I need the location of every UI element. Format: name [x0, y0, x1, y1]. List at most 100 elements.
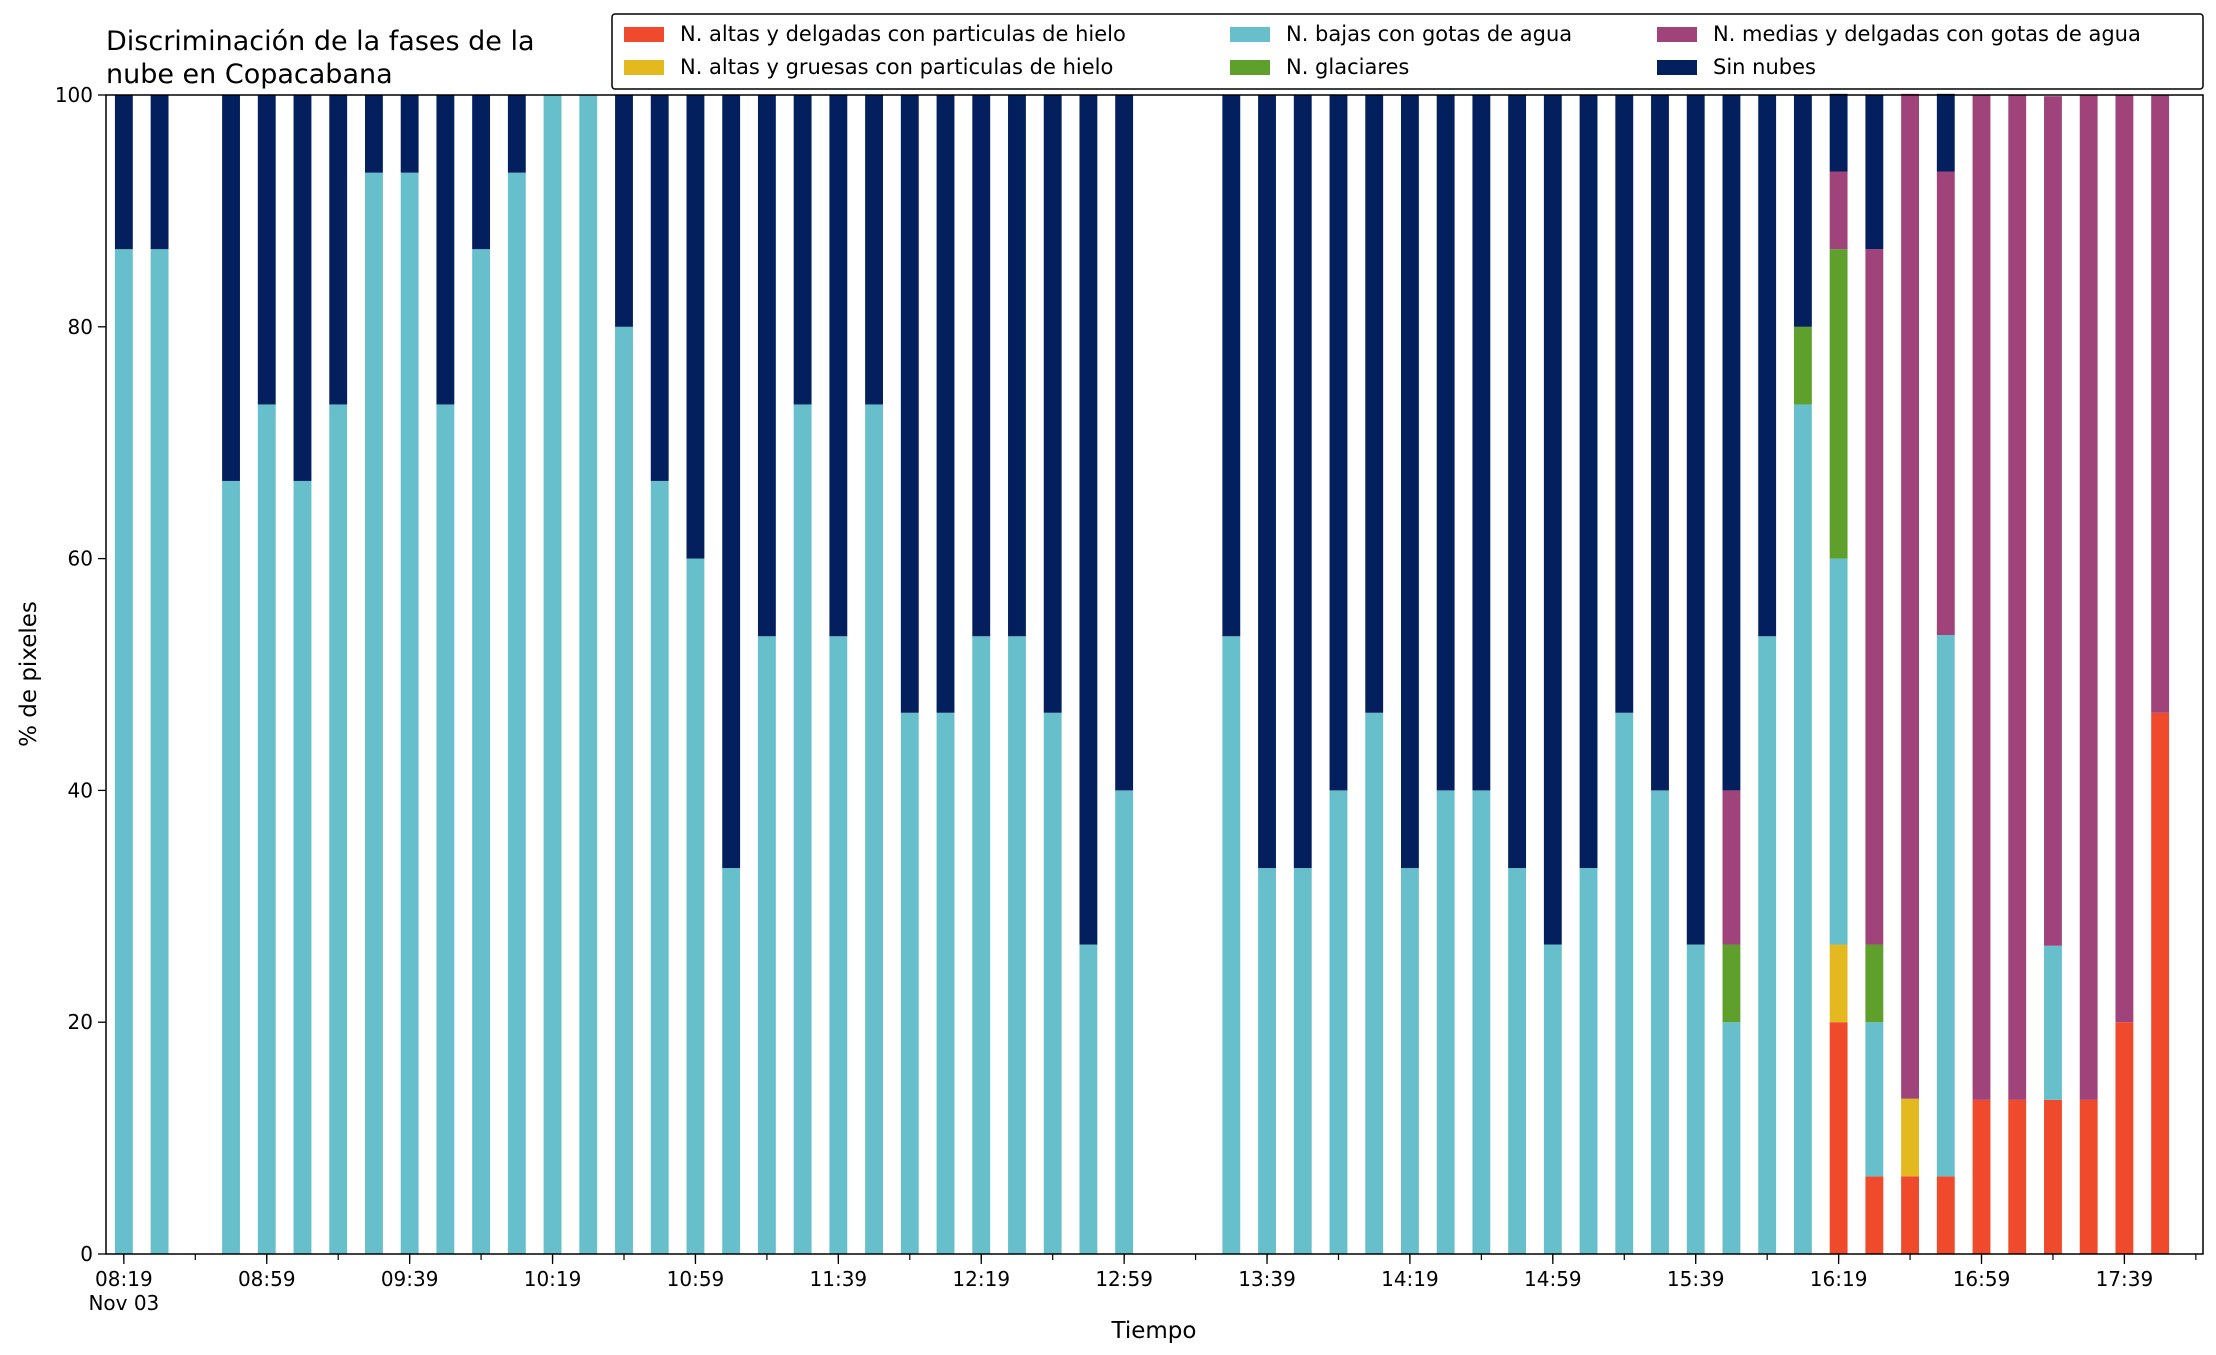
bar-segment — [1901, 1098, 1919, 1177]
x-tick-label: 15:39 — [1667, 1267, 1725, 1291]
bar-segment — [686, 95, 705, 559]
bar-segment — [1865, 944, 1884, 1023]
x-tick-label: 08:59 — [238, 1267, 296, 1291]
bar-segment — [114, 95, 133, 250]
bar-segment — [900, 95, 919, 713]
bar-segment — [1472, 95, 1491, 791]
legend-text: N. altas y gruesas con particulas de hie… — [680, 55, 1113, 79]
bar-segment — [1829, 171, 1848, 250]
legend-swatch — [1230, 60, 1270, 75]
bar-segment — [900, 712, 919, 1254]
bar-segment — [1829, 249, 1848, 559]
bar-segment — [1043, 712, 1062, 1254]
bar-segment — [1829, 93, 1848, 172]
bar-segment — [1758, 95, 1777, 637]
bar-segment — [1901, 1176, 1919, 1254]
x-tick-label: 17:39 — [2096, 1267, 2154, 1291]
y-tick-label: 80 — [68, 315, 93, 339]
bar-segment — [400, 172, 419, 1255]
legend-text: N. glaciares — [1286, 55, 1409, 79]
legend-text: Sin nubes — [1713, 55, 1816, 79]
bar-segment — [1365, 712, 1384, 1254]
bar-segment — [1258, 95, 1276, 869]
bar-segment — [1436, 790, 1455, 1254]
bar-segment — [2008, 1099, 2027, 1254]
bar-segment — [1508, 868, 1527, 1254]
bar-segment — [1793, 95, 1812, 327]
bar-segment — [329, 95, 348, 405]
bar-segment — [793, 95, 812, 405]
x-axis-label: Tiempo — [1111, 1318, 1197, 1344]
bar-segment — [829, 95, 848, 637]
bar-segment — [1579, 868, 1598, 1254]
bar-segment — [1293, 868, 1312, 1254]
x-date-label: Nov 03 — [88, 1291, 159, 1315]
bar-segment — [1936, 1176, 1955, 1254]
bar-segment — [1008, 95, 1026, 637]
bar-segment — [543, 95, 562, 1254]
x-tick-label: 16:59 — [1953, 1267, 2011, 1291]
bar-segment — [1829, 558, 1848, 945]
bar-segment — [436, 95, 455, 405]
bar-segment — [1115, 95, 1134, 791]
bar-segment — [793, 404, 812, 1254]
bar-segment — [1400, 868, 1419, 1254]
chart-title: nube en Copacabana — [106, 59, 393, 90]
bar-segment — [1936, 93, 1955, 172]
bar-segment — [1400, 95, 1419, 869]
bar-segment — [1543, 944, 1562, 1254]
x-tick-label: 16:19 — [1810, 1267, 1868, 1291]
bar-segment — [936, 712, 955, 1254]
bar-segment — [650, 95, 669, 481]
bar-segment — [2044, 1099, 2062, 1254]
legend-text: N. altas y delgadas con particulas de hi… — [680, 22, 1126, 46]
bar-segment — [1222, 636, 1241, 1254]
bar-segment — [1615, 712, 1634, 1254]
bar-segment — [2079, 95, 2098, 1100]
bar-segment — [507, 172, 526, 1255]
bar-segment — [1722, 944, 1741, 1023]
bar-segment — [1686, 95, 1705, 945]
bar-segment — [936, 95, 955, 713]
bar-segment — [972, 636, 991, 1254]
bar-segment — [1865, 1176, 1884, 1254]
bar-segment — [293, 95, 312, 481]
bar-segment — [865, 404, 883, 1254]
bar-segment — [1829, 1022, 1848, 1254]
bar-segment — [1651, 95, 1669, 791]
bar-segment — [2044, 945, 2062, 1100]
bar-segment — [293, 480, 312, 1254]
bar-segment — [579, 95, 598, 1254]
y-tick-label: 60 — [68, 547, 93, 571]
bar-segment — [1258, 868, 1276, 1254]
bar-segment — [1615, 95, 1634, 713]
bar-segment — [1686, 944, 1705, 1254]
bar-segment — [1972, 1099, 1991, 1254]
bar-segment — [257, 95, 276, 405]
legend-text: N. medias y delgadas con gotas de agua — [1713, 22, 2141, 46]
bar-segment — [257, 404, 276, 1254]
bar-segment — [1651, 790, 1669, 1254]
bar-segment — [686, 558, 705, 1254]
bar-segment — [114, 249, 133, 1255]
bar-segment — [1079, 95, 1098, 945]
bar-segment — [364, 172, 383, 1255]
y-tick-label: 100 — [55, 83, 93, 107]
bar-segment — [865, 95, 883, 405]
bar-segment — [150, 95, 169, 250]
bar-segment — [1722, 1022, 1741, 1254]
bar-segment — [1758, 636, 1777, 1254]
bar-segment — [1329, 95, 1348, 791]
bar-segment — [1043, 95, 1062, 713]
bar-segment — [2151, 95, 2170, 713]
bar-segment — [1936, 171, 1955, 636]
x-tick-label: 10:19 — [524, 1267, 582, 1291]
y-tick-label: 0 — [80, 1242, 93, 1266]
legend-swatch — [624, 60, 664, 75]
bar-segment — [1793, 326, 1812, 405]
bar-segment — [2008, 95, 2027, 1100]
legend-swatch — [1657, 60, 1697, 75]
bar-segment — [222, 95, 240, 481]
x-tick-label: 12:19 — [952, 1267, 1010, 1291]
